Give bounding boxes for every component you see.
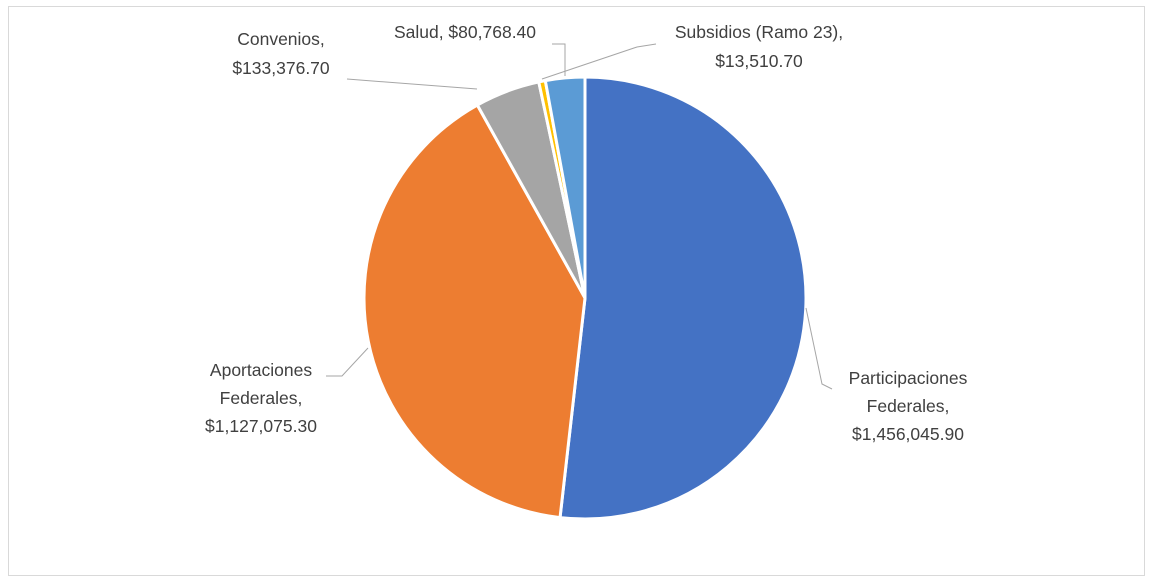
- data-label-line: Salud, $80,768.40: [394, 22, 536, 42]
- leader-lines: [326, 43, 833, 390]
- data-label-line: Subsidios (Ramo 23),: [675, 22, 843, 42]
- leader-line-convenios: [346, 78, 478, 90]
- leader-line-subsidios-ramo-23: [541, 43, 657, 80]
- data-label-line: Federales,: [867, 396, 950, 416]
- leader-line-salud: [552, 43, 566, 76]
- leader-line-participaciones-federales: [805, 307, 833, 390]
- pie-slices: [362, 75, 808, 521]
- data-label-subsidios-ramo-23: Subsidios (Ramo 23), $13,510.70: [675, 22, 843, 71]
- data-label-line: $133,376.70: [232, 58, 330, 78]
- data-label-participaciones-federales: Participaciones Federales, $1,456,045.90: [849, 368, 968, 444]
- data-label-salud: Salud, $80,768.40: [394, 22, 536, 42]
- data-label-line: $1,127,075.30: [205, 416, 317, 436]
- data-label-convenios: Convenios, $133,376.70: [232, 29, 330, 78]
- data-label-line: Federales,: [220, 388, 303, 408]
- data-label-line: Convenios,: [237, 29, 325, 49]
- pie-slice-aportaciones-federales: [362, 103, 587, 520]
- leader-line-aportaciones-federales: [326, 347, 369, 377]
- data-label-line: $1,456,045.90: [852, 424, 964, 444]
- data-label-line: Aportaciones: [210, 360, 312, 380]
- data-labels: Participaciones Federales, $1,456,045.90 Ap…: [205, 22, 968, 444]
- pie-slice-salud: [543, 75, 587, 300]
- data-label-line: Participaciones: [849, 368, 968, 388]
- pie-slice-participaciones-federales: [558, 75, 808, 521]
- data-label-aportaciones-federales: Aportaciones Federales, $1,127,075.30: [205, 360, 317, 436]
- data-label-line: $13,510.70: [715, 51, 803, 71]
